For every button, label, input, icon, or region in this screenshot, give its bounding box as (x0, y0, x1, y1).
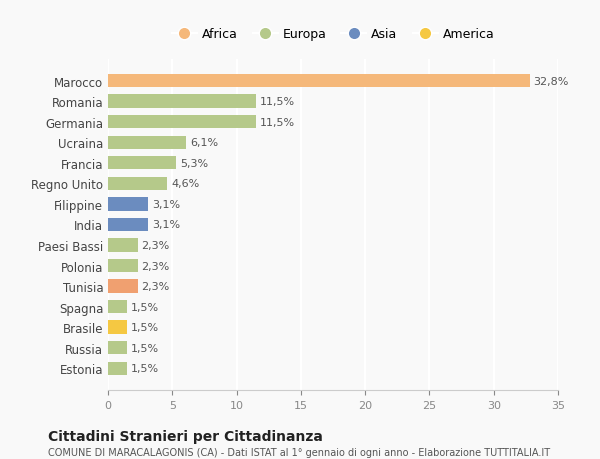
Text: COMUNE DI MARACALAGONIS (CA) - Dati ISTAT al 1° gennaio di ogni anno - Elaborazi: COMUNE DI MARACALAGONIS (CA) - Dati ISTA… (48, 448, 550, 458)
Text: 1,5%: 1,5% (131, 323, 159, 332)
Text: Cittadini Stranieri per Cittadinanza: Cittadini Stranieri per Cittadinanza (48, 429, 323, 443)
Bar (108, 136, 187, 150)
Bar (108, 218, 148, 232)
Bar (108, 280, 137, 293)
Bar (108, 157, 176, 170)
Text: 11,5%: 11,5% (260, 118, 295, 127)
Bar (108, 341, 127, 355)
Bar (108, 75, 530, 88)
Text: 32,8%: 32,8% (533, 76, 569, 86)
Bar (108, 177, 167, 190)
Text: 2,3%: 2,3% (142, 241, 170, 251)
Text: 3,1%: 3,1% (152, 199, 180, 209)
Legend: Africa, Europa, Asia, America: Africa, Europa, Asia, America (167, 23, 499, 46)
Text: 2,3%: 2,3% (142, 281, 170, 291)
Bar (108, 300, 127, 313)
Bar (108, 116, 256, 129)
Text: 1,5%: 1,5% (131, 343, 159, 353)
Bar (108, 198, 148, 211)
Bar (108, 362, 127, 375)
Text: 2,3%: 2,3% (142, 261, 170, 271)
Bar (108, 321, 127, 334)
Text: 3,1%: 3,1% (152, 220, 180, 230)
Text: 5,3%: 5,3% (180, 158, 208, 168)
Bar (108, 95, 256, 108)
Text: 1,5%: 1,5% (131, 302, 159, 312)
Text: 4,6%: 4,6% (171, 179, 199, 189)
Bar (108, 259, 137, 273)
Text: 1,5%: 1,5% (131, 364, 159, 374)
Text: 6,1%: 6,1% (190, 138, 218, 148)
Bar (108, 239, 137, 252)
Text: 11,5%: 11,5% (260, 97, 295, 107)
